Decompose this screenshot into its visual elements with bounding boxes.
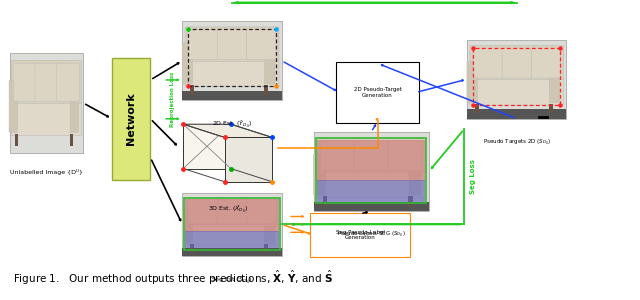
FancyBboxPatch shape (321, 140, 354, 170)
FancyBboxPatch shape (13, 64, 36, 101)
Bar (190, 85, 195, 95)
FancyBboxPatch shape (409, 154, 421, 195)
FancyBboxPatch shape (12, 102, 81, 136)
FancyBboxPatch shape (549, 61, 560, 103)
FancyBboxPatch shape (12, 60, 81, 104)
Bar (316, 138, 426, 203)
FancyBboxPatch shape (182, 210, 193, 243)
FancyBboxPatch shape (70, 80, 79, 132)
Bar (264, 244, 268, 252)
FancyBboxPatch shape (185, 224, 279, 245)
Bar (314, 202, 429, 211)
FancyBboxPatch shape (185, 60, 279, 87)
Text: Seg Pseudo-Label
Generation: Seg Pseudo-Label Generation (335, 230, 385, 240)
Polygon shape (225, 137, 273, 182)
FancyBboxPatch shape (264, 210, 275, 243)
FancyBboxPatch shape (185, 197, 279, 225)
FancyBboxPatch shape (185, 27, 279, 61)
FancyBboxPatch shape (188, 30, 218, 59)
Bar (186, 231, 278, 248)
FancyBboxPatch shape (336, 62, 419, 123)
Bar (408, 196, 413, 206)
Text: 2D Est. ($\hat{Y}_{D_U}$): 2D Est. ($\hat{Y}_{D_U}$) (212, 119, 252, 130)
Bar (182, 193, 282, 256)
Bar (475, 104, 479, 113)
FancyBboxPatch shape (182, 43, 193, 84)
Polygon shape (183, 124, 231, 169)
Text: Pseudo-Labels SEG ($S_{D_U}$): Pseudo-Labels SEG ($S_{D_U}$) (337, 230, 406, 239)
FancyBboxPatch shape (388, 140, 422, 170)
Bar (190, 244, 195, 252)
Bar (467, 40, 566, 119)
Bar (317, 180, 426, 202)
FancyBboxPatch shape (531, 48, 561, 78)
Bar (184, 198, 280, 250)
FancyBboxPatch shape (310, 212, 410, 257)
Bar (186, 199, 278, 232)
Text: Reprojection Loss: Reprojection Loss (170, 72, 175, 127)
FancyBboxPatch shape (502, 48, 531, 78)
Bar (323, 196, 328, 206)
FancyBboxPatch shape (355, 140, 388, 170)
Text: 2D Pseudo-Target
Generation: 2D Pseudo-Target Generation (354, 87, 401, 98)
FancyBboxPatch shape (317, 171, 426, 197)
FancyBboxPatch shape (9, 80, 17, 132)
Bar (112, 58, 150, 179)
FancyBboxPatch shape (246, 200, 276, 224)
FancyBboxPatch shape (218, 30, 246, 59)
FancyBboxPatch shape (317, 138, 426, 172)
Text: Figure 1.   Our method outputs three predictions, $\hat{\mathbf{X}}$, $\hat{\mat: Figure 1. Our method outputs three predi… (13, 268, 333, 287)
Bar (182, 91, 282, 100)
Polygon shape (183, 124, 273, 137)
FancyBboxPatch shape (264, 43, 275, 84)
FancyBboxPatch shape (473, 48, 502, 78)
Bar (317, 140, 426, 181)
FancyBboxPatch shape (35, 64, 58, 101)
Bar (70, 134, 73, 146)
FancyBboxPatch shape (467, 61, 477, 103)
FancyBboxPatch shape (57, 64, 79, 101)
FancyBboxPatch shape (470, 79, 564, 105)
Bar (10, 53, 83, 153)
FancyBboxPatch shape (470, 45, 564, 80)
Bar (15, 134, 19, 146)
Bar (467, 109, 566, 119)
FancyBboxPatch shape (246, 30, 276, 59)
Bar (264, 85, 268, 95)
FancyBboxPatch shape (188, 200, 218, 224)
Bar (314, 132, 429, 211)
Bar (182, 248, 282, 256)
Bar (182, 21, 282, 100)
Text: Unlabelled Image {Dᵁ}: Unlabelled Image {Dᵁ} (10, 169, 83, 175)
Text: Network: Network (126, 92, 136, 145)
FancyBboxPatch shape (218, 200, 246, 224)
Text: Pseudo Targets 2D ($S_{D_U}$): Pseudo Targets 2D ($S_{D_U}$) (483, 137, 551, 147)
Text: Seg Loss: Seg Loss (470, 159, 476, 194)
FancyBboxPatch shape (314, 154, 325, 195)
Bar (548, 104, 552, 113)
Text: 3D Est. ($\hat{X}_{D_U}$): 3D Est. ($\hat{X}_{D_U}$) (209, 203, 249, 214)
Text: Seg Est ($\hat{S}_{D_U}$): Seg Est ($\hat{S}_{D_U}$) (211, 274, 253, 286)
